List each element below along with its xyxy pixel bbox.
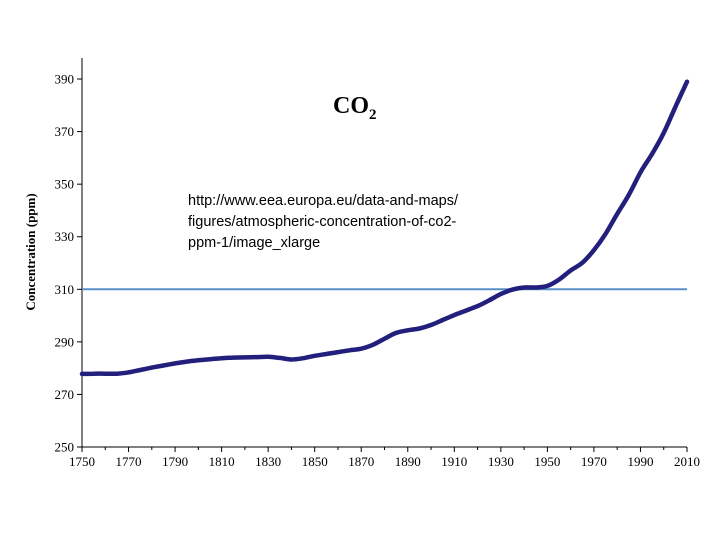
x-tick-label: 2010 [674, 454, 700, 469]
y-tick-label: 390 [55, 72, 75, 87]
x-tick-label: 1790 [162, 454, 188, 469]
y-tick-label: 370 [55, 124, 75, 139]
y-tick-label: 270 [55, 387, 75, 402]
plot-area [82, 58, 687, 447]
chart-title-main: CO [333, 93, 369, 119]
source-annotation: http://www.eea.europa.eu/data-and-maps/ … [188, 193, 459, 251]
chart-title: CO2 [333, 93, 377, 123]
annotation-line-1: http://www.eea.europa.eu/data-and-maps/ [188, 193, 459, 209]
x-tick-label: 1870 [348, 454, 374, 469]
x-tick-label: 1910 [441, 454, 467, 469]
x-tick-label: 1850 [302, 454, 328, 469]
x-tick-label: 1770 [116, 454, 142, 469]
x-tick-label: 1810 [209, 454, 235, 469]
y-axis-title: Concentration (ppm) [23, 193, 38, 310]
x-tick-label: 1950 [534, 454, 560, 469]
x-tick-label: 1750 [69, 454, 95, 469]
annotation-line-3: ppm-1/image_xlarge [188, 235, 320, 251]
x-tick-label: 1930 [488, 454, 514, 469]
axes: 250 270 290 310 330 350 370 390 1750 1770 1790 1810… [55, 58, 700, 469]
x-tick-label: 1830 [255, 454, 281, 469]
series-group [79, 79, 690, 377]
x-tick-label: 1970 [581, 454, 607, 469]
x-tick-label: 1990 [627, 454, 653, 469]
y-tick-label: 290 [55, 334, 75, 349]
y-tick-label: 310 [55, 282, 75, 297]
y-tick-label: 330 [55, 229, 75, 244]
y-tick-label: 250 [55, 440, 75, 455]
x-tick-label: 1890 [395, 454, 421, 469]
y-tick-label: 350 [55, 177, 75, 192]
chart-title-subscript: 2 [369, 107, 377, 123]
co2-series-line [79, 79, 690, 377]
annotation-line-2: figures/atmospheric-concentration-of-co2… [188, 214, 457, 230]
